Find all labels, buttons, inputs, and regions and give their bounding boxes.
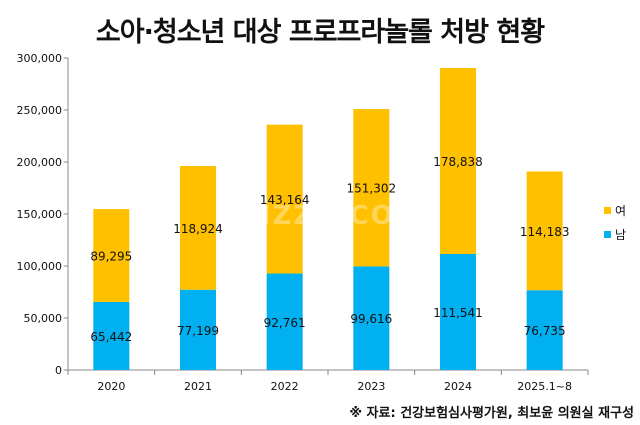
data-label: 89,295 (90, 250, 132, 264)
data-label: 143,164 (260, 193, 310, 207)
data-label: 76,735 (524, 324, 566, 338)
legend-label: 남 (615, 228, 626, 242)
legend-swatch-여 (604, 207, 611, 214)
bar-여-2021 (180, 166, 216, 290)
legend-label: 여 (615, 204, 626, 218)
source-note: ※ 자료: 건강보험심사평가원, 최보윤 의원실 재구성 (349, 406, 634, 421)
x-tick-label: 2022 (271, 380, 299, 393)
bar-남-2022 (266, 273, 303, 370)
x-tick-label: 2025.1~8 (517, 380, 572, 393)
y-tick-label: 50,000 (24, 312, 63, 325)
data-label: 65,442 (90, 330, 132, 344)
bar-여-2022 (266, 124, 303, 274)
data-label: 178,838 (433, 155, 483, 169)
bar-여-2024 (440, 68, 476, 254)
y-tick-label: 150,000 (17, 208, 63, 221)
y-tick-label: 0 (55, 364, 62, 377)
data-label: 99,616 (350, 312, 392, 326)
bar-남-2021 (180, 289, 216, 370)
data-label: 151,302 (347, 182, 397, 196)
bar-남-2024 (440, 253, 476, 370)
y-tick-label: 250,000 (17, 104, 63, 117)
x-tick-label: 2024 (444, 380, 472, 393)
data-label: 114,183 (520, 225, 570, 239)
bar-남-2025.1~8 (526, 290, 563, 370)
x-tick-label: 2021 (184, 380, 212, 393)
bar-여-2025.1~8 (526, 171, 563, 291)
bar-여-2020 (93, 209, 130, 302)
bar-여-2023 (353, 109, 390, 267)
data-label: 118,924 (173, 222, 223, 236)
y-tick-label: 100,000 (17, 260, 63, 273)
x-tick-label: 2023 (357, 380, 385, 393)
data-label: 111,541 (433, 306, 483, 320)
y-tick-label: 200,000 (17, 156, 63, 169)
watermark: DIZZO.COM (237, 201, 422, 231)
data-label: 92,761 (264, 316, 306, 330)
y-tick-label: 300,000 (17, 52, 63, 65)
chart-title: 소아·청소년 대상 프로프라놀롤 처방 현황 (95, 17, 545, 48)
legend-swatch-남 (604, 231, 611, 238)
bar-남-2020 (93, 301, 130, 370)
x-tick-label: 2020 (97, 380, 125, 393)
bar-남-2023 (353, 266, 390, 370)
data-label: 77,199 (177, 324, 219, 338)
